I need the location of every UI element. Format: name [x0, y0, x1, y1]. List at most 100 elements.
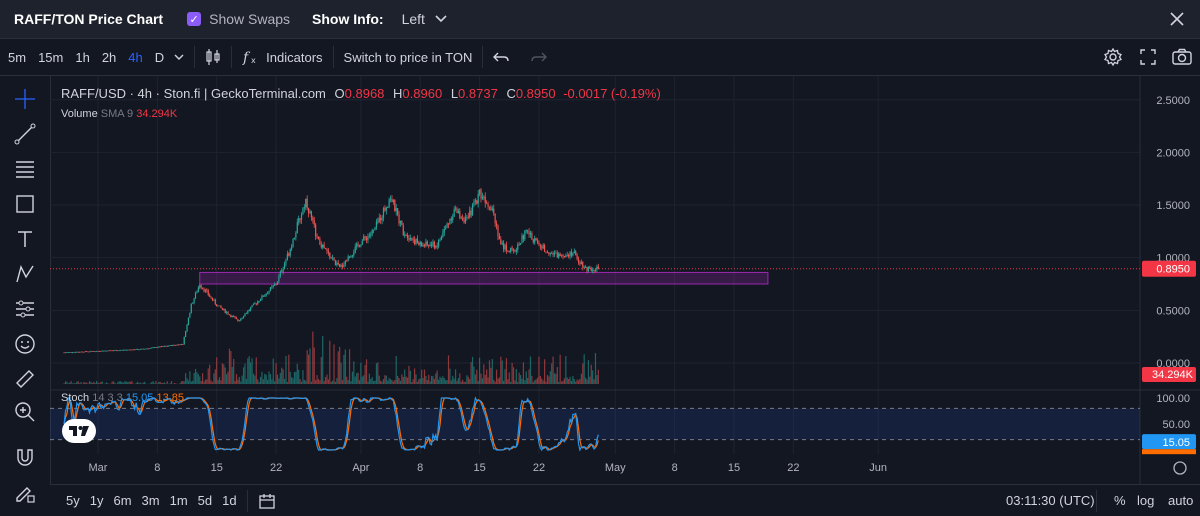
timeframe-15m[interactable]: 15m	[38, 50, 63, 65]
volume-bar	[167, 381, 168, 384]
timeframe-4h[interactable]: 4h	[128, 50, 142, 65]
candle-body	[285, 260, 286, 263]
timeframe-5m[interactable]: 5m	[8, 50, 26, 65]
candle-body	[93, 351, 94, 352]
settings-icon[interactable]	[1103, 47, 1123, 67]
timeframe-1h[interactable]: 1h	[75, 50, 89, 65]
volume-bar	[201, 381, 202, 384]
tradingview-logo[interactable]	[62, 419, 96, 443]
pattern-icon[interactable]	[12, 261, 38, 287]
candle-body	[516, 250, 517, 252]
volume-bar	[237, 380, 238, 384]
smiley-icon[interactable]	[12, 331, 38, 357]
fullscreen-icon[interactable]	[1140, 49, 1156, 65]
candles-icon[interactable]	[205, 48, 221, 66]
candle-body	[82, 352, 83, 353]
timeframe-d[interactable]: D	[155, 50, 164, 65]
axis-settings-icon	[1174, 462, 1186, 474]
prediction-icon[interactable]	[12, 296, 38, 322]
candle-body	[543, 245, 544, 248]
stochastic-pane	[50, 398, 1140, 450]
volume-bar	[445, 380, 446, 384]
volume-bar	[462, 380, 463, 384]
fib-lines-icon[interactable]	[12, 156, 38, 182]
crosshair-icon[interactable]	[12, 86, 38, 112]
price-chart[interactable]: 2.50002.00001.50001.00000.50000.00000.89…	[50, 76, 1200, 484]
utc-time[interactable]: 03:11:30 (UTC)	[1006, 493, 1095, 508]
candle-body	[493, 209, 494, 214]
volume-bar	[175, 383, 176, 384]
volume-bar	[114, 383, 115, 384]
volume-bar	[271, 379, 272, 384]
candle-body	[227, 312, 228, 314]
time-tick-label: Mar	[89, 462, 108, 474]
volume-bar	[444, 378, 445, 384]
volume-bar	[277, 375, 278, 384]
volume-bar	[434, 379, 435, 384]
volume-bar	[593, 379, 594, 384]
show-swaps-label[interactable]: Show Swaps	[209, 11, 290, 27]
redo-icon[interactable]	[531, 51, 547, 63]
candle-body	[373, 230, 374, 231]
candle-body	[141, 349, 142, 350]
candle-body	[116, 350, 117, 351]
ruler-icon[interactable]	[12, 366, 38, 392]
candle-body	[424, 245, 425, 246]
range-1y[interactable]: 1y	[90, 493, 104, 508]
magnet-icon[interactable]	[12, 444, 38, 470]
bottom-bar: 5y 1y 6m 3m 1m 5d 1d 03:11:30 (UTC) % lo…	[50, 484, 1200, 516]
volume-bar	[85, 383, 86, 384]
text-icon[interactable]	[12, 226, 38, 252]
show-info-select[interactable]: Left	[402, 11, 447, 27]
candle-body	[192, 303, 193, 304]
range-3m[interactable]: 3m	[142, 493, 160, 508]
camera-icon[interactable]	[1172, 48, 1192, 66]
close-key: C	[506, 86, 515, 101]
volume-bar	[78, 381, 79, 384]
volume-bar	[560, 355, 561, 384]
price-tick-label: 0.5000	[1156, 305, 1190, 317]
candle-body	[65, 352, 66, 353]
range-5y[interactable]: 5y	[66, 493, 80, 508]
log-toggle[interactable]: log	[1137, 493, 1154, 508]
candle-body	[140, 349, 141, 350]
auto-toggle[interactable]: auto	[1168, 493, 1193, 508]
volume-bar	[283, 369, 284, 384]
percent-toggle[interactable]: %	[1114, 493, 1126, 508]
candle-body	[483, 197, 484, 198]
zoom-in-icon[interactable]	[12, 399, 38, 425]
volume-bar	[342, 380, 343, 384]
calendar-icon[interactable]	[258, 492, 276, 510]
volume-bar	[422, 378, 423, 384]
candle-body	[370, 234, 371, 236]
trend-line-icon[interactable]	[12, 121, 38, 147]
candle-body	[160, 347, 161, 348]
undo-icon[interactable]	[493, 51, 509, 63]
volume-bar	[308, 355, 309, 384]
range-6m[interactable]: 6m	[113, 493, 131, 508]
timeframe-2h[interactable]: 2h	[102, 50, 116, 65]
candle-body	[242, 318, 243, 319]
rectangle-icon[interactable]	[12, 191, 38, 217]
volume-bar	[369, 374, 370, 384]
volume-bar	[246, 379, 247, 384]
range-1m[interactable]: 1m	[170, 493, 188, 508]
volume-bar	[578, 380, 579, 384]
candle-body	[533, 240, 534, 243]
volume-bar	[230, 351, 231, 384]
range-5d[interactable]: 5d	[198, 493, 212, 508]
chevron-down-icon[interactable]	[174, 54, 184, 60]
candle-body	[569, 252, 570, 257]
switch-price-button[interactable]: Switch to price in TON	[344, 50, 473, 65]
candle-body	[83, 352, 84, 353]
candle-body	[309, 211, 310, 213]
candle-body	[80, 352, 81, 353]
close-icon[interactable]	[1170, 12, 1184, 26]
volume-bar	[97, 383, 98, 384]
volume-bar	[150, 383, 151, 384]
lock-pencil-icon[interactable]	[12, 480, 38, 506]
show-swaps-checkbox[interactable]: ✓	[187, 12, 201, 26]
candle-body	[97, 351, 98, 352]
range-1d[interactable]: 1d	[222, 493, 236, 508]
